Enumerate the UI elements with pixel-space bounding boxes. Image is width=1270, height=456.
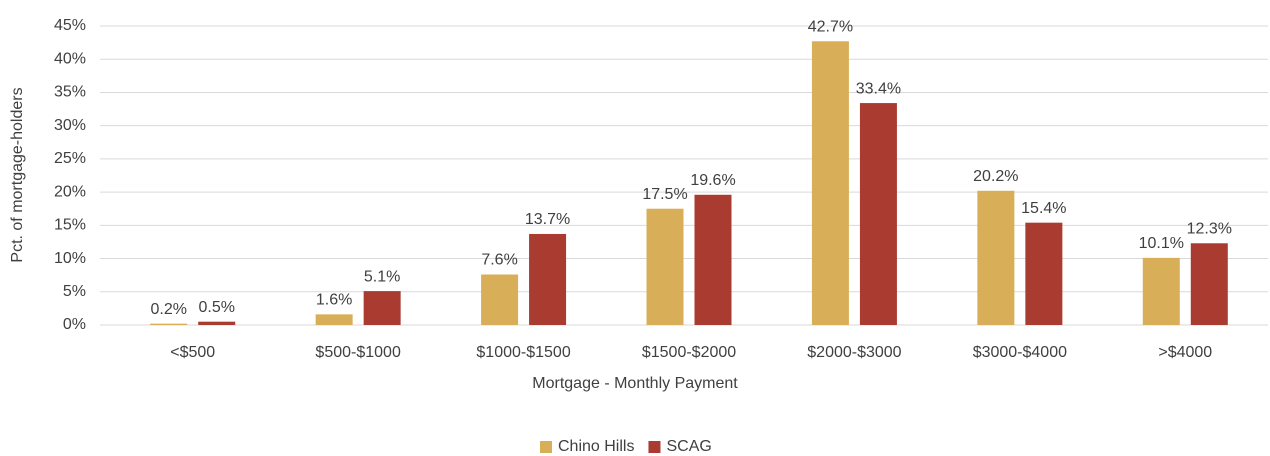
data-label: 7.6% [481,252,517,269]
data-label: 15.4% [1021,200,1066,217]
legend-swatch [648,441,661,453]
data-label: 12.3% [1187,220,1232,237]
data-label: 13.7% [525,211,570,228]
bar [694,194,732,325]
data-label: 42.7% [808,19,853,36]
x-tick-label: $1000-$1500 [476,344,570,361]
y-tick-label: 0% [63,316,86,333]
legend-swatch [540,441,552,453]
y-tick-label: 10% [54,250,86,267]
legend-label: SCAG [666,438,711,455]
bar [859,103,897,325]
x-tick-label: $2000-$3000 [807,344,901,361]
x-axis-title: Mortgage - Monthly Payment [532,375,738,392]
bar [646,208,684,325]
x-tick-label: $3000-$4000 [973,344,1067,361]
bar [529,233,567,325]
x-tick-label: >$4000 [1158,344,1212,361]
bar [977,190,1015,325]
bar [1025,222,1063,325]
y-tick-label: 20% [54,183,86,200]
bar [315,314,353,325]
data-label: 19.6% [690,172,735,189]
y-tick-label: 30% [54,117,86,134]
bar [811,41,849,325]
bar [363,291,401,325]
y-tick-label: 40% [54,50,86,67]
data-label: 0.2% [150,301,186,318]
bar [1142,257,1180,325]
bar [150,323,188,325]
data-label: 10.1% [1139,235,1184,252]
data-label: 1.6% [316,292,352,309]
x-tick-label: $500-$1000 [315,344,401,361]
data-label: 17.5% [642,186,687,203]
bar [198,321,236,325]
y-tick-label: 15% [54,217,86,234]
y-axis-title: Pct. of mortgage-holders [9,87,26,262]
data-label: 20.2% [973,168,1018,185]
x-tick-label: $1500-$2000 [642,344,736,361]
data-label: 5.1% [364,268,400,285]
bar [481,274,519,325]
bar [1190,243,1228,325]
y-tick-label: 25% [54,150,86,167]
y-tick-label: 35% [54,84,86,101]
x-tick-label: <$500 [170,344,215,361]
data-label: 0.5% [198,299,234,316]
y-tick-label: 5% [63,283,86,300]
y-tick-label: 45% [54,17,86,34]
legend-label: Chino Hills [558,438,634,455]
data-label: 33.4% [856,80,901,97]
